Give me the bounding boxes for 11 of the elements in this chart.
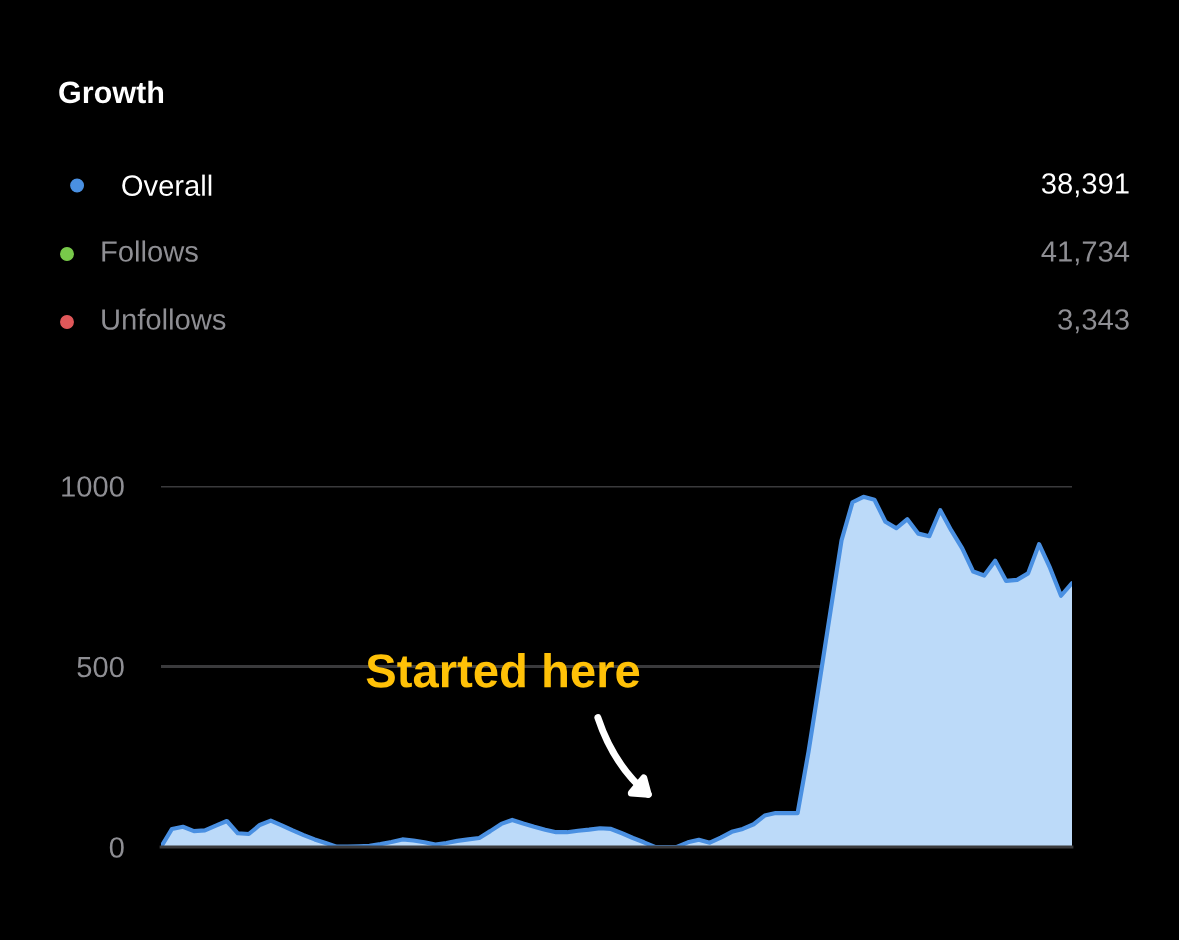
legend-label: Overall: [122, 174, 212, 197]
text: 3,343: [1058, 309, 1129, 334]
chart-title: Growth: [59, 80, 164, 104]
text: Follows: [102, 240, 198, 262]
text: 41,734: [1041, 241, 1130, 266]
annotation: Started here: [366, 652, 640, 688]
text: 38,391: [1041, 173, 1129, 198]
text: Unfollows: [102, 308, 226, 330]
y-tick-label: 500: [77, 656, 124, 678]
y-tick-label: 1000: [62, 476, 124, 497]
y-tick-label: 0: [109, 837, 124, 858]
